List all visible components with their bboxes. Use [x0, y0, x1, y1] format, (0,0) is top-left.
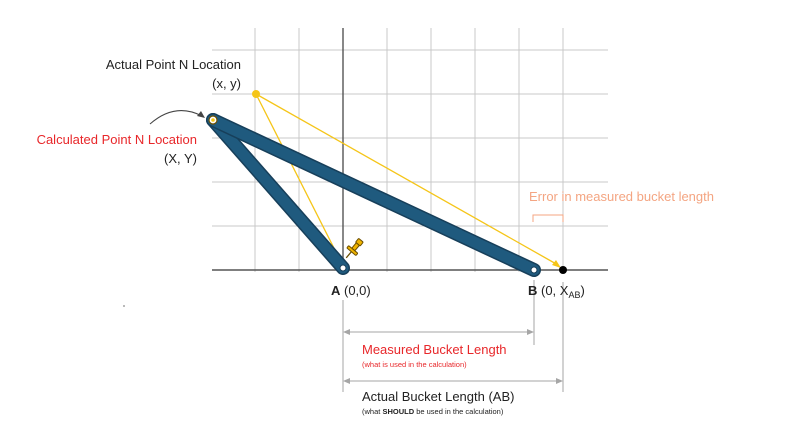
push-pin-icon	[345, 238, 364, 259]
actual-point-n	[252, 90, 260, 98]
actual-length-note: (what SHOULD be used in the calculation)	[362, 407, 504, 416]
calculated-point-coords: (X, Y)	[164, 151, 197, 166]
measured-length-title: Measured Bucket Length	[362, 342, 507, 357]
error-bracket	[532, 214, 564, 222]
actual-point-b	[559, 266, 567, 274]
construction-lines	[255, 93, 559, 266]
dimension-lines	[342, 280, 564, 392]
joint-b-measured	[530, 266, 538, 274]
calculated-point-title: Calculated Point N Location	[37, 132, 197, 147]
grid	[212, 28, 608, 272]
curved-arrow-icon	[149, 110, 203, 125]
bucket-links	[206, 113, 541, 277]
actual-length-title: Actual Bucket Length (AB)	[362, 389, 514, 404]
point-a-label: A (0,0)	[331, 283, 371, 298]
actual-point-coords: (x, y)	[212, 76, 241, 91]
joint-n	[208, 115, 218, 125]
point-b-label: B (0, XAB)	[528, 283, 585, 300]
actual-point-title: Actual Point N Location	[106, 57, 241, 72]
construction-arrowhead	[552, 260, 561, 268]
joint-a	[339, 264, 347, 272]
measured-length-note: (what is used in the calculation)	[362, 360, 467, 369]
error-label: Error in measured bucket length	[529, 189, 714, 204]
